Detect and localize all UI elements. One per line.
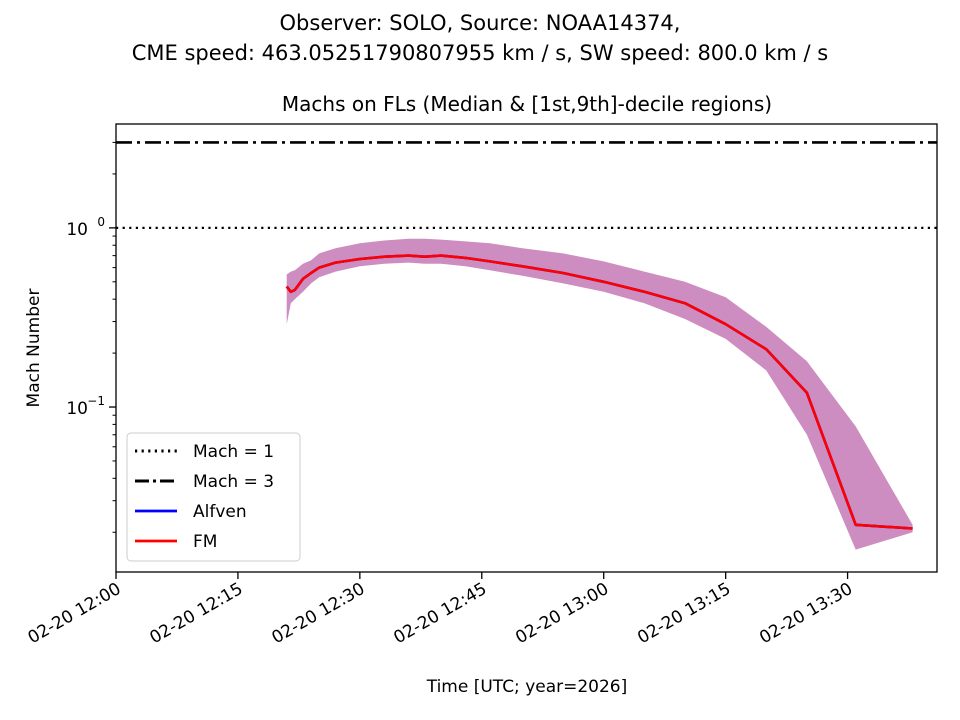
x-tick-label: 02-20 12:00 bbox=[25, 579, 125, 648]
x-axis-label: Time [UTC; year=2026] bbox=[426, 677, 628, 697]
legend-box bbox=[126, 432, 301, 562]
y-tick-exponent: −1 bbox=[87, 394, 105, 408]
x-tick-label: 02-20 13:00 bbox=[512, 579, 612, 648]
plot-area bbox=[116, 141, 937, 550]
legend-label: Mach = 3 bbox=[193, 472, 274, 492]
y-tick-label: 10 bbox=[66, 220, 88, 240]
x-tick-label: 02-20 12:30 bbox=[269, 579, 369, 648]
legend: Mach = 1 Mach = 3 Alfven FM bbox=[126, 432, 301, 562]
x-tick-label: 02-20 13:15 bbox=[634, 579, 734, 648]
x-tick-label: 02-20 13:30 bbox=[756, 579, 856, 648]
figure-suptitle-line2: CME speed: 463.05251790807955 km / s, SW… bbox=[131, 41, 829, 65]
plot-frame bbox=[115, 123, 938, 573]
decile-band bbox=[286, 238, 913, 550]
y-tick-label: 10 bbox=[66, 399, 88, 419]
legend-label: Mach = 1 bbox=[193, 442, 274, 462]
chart-title: Machs on FLs (Median & [1st,9th]-decile … bbox=[282, 92, 772, 116]
figure-suptitle-line1: Observer: SOLO, Source: NOAA14374, bbox=[279, 11, 681, 35]
x-axis: 02-20 12:00 02-20 12:15 02-20 12:30 02-20 1… bbox=[25, 572, 856, 648]
x-tick-label: 02-20 12:15 bbox=[147, 579, 247, 648]
legend-label: FM bbox=[193, 532, 217, 552]
x-tick-label: 02-20 12:45 bbox=[390, 579, 490, 648]
y-tick-exponent: 0 bbox=[97, 215, 105, 229]
legend-label: Alfven bbox=[193, 502, 247, 522]
series-line-fm bbox=[285, 254, 913, 530]
y-axis-label: Mach Number bbox=[24, 289, 44, 408]
